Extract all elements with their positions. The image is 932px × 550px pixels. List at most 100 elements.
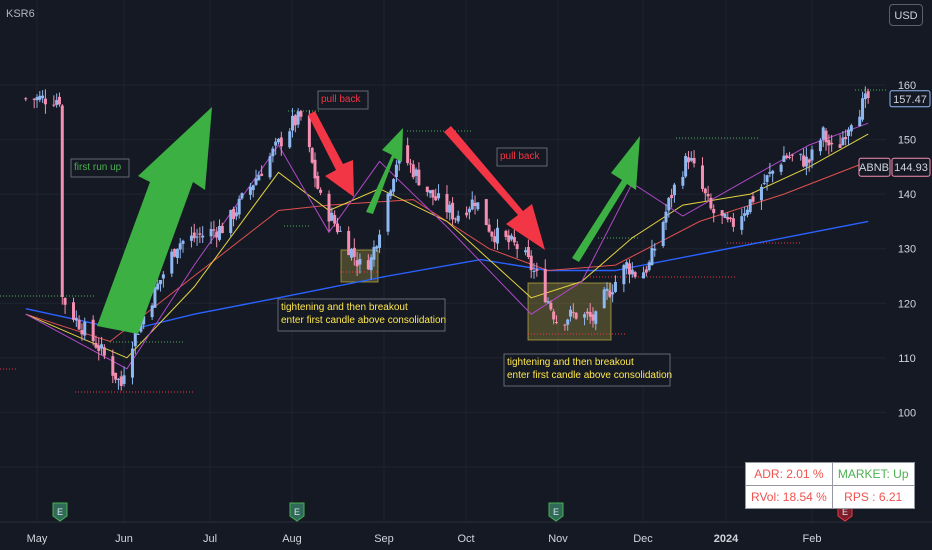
candle-body [220,225,224,234]
candle-body [237,198,241,215]
candle-body [512,236,516,243]
candle-body [473,202,477,206]
last-price-tag [889,90,931,108]
candle-body [142,316,146,325]
candle-body [563,324,567,326]
candle-body [765,175,769,182]
candle-body [493,236,497,243]
candle-body [299,111,303,117]
candle-body [327,193,331,222]
dotted-levels [0,89,886,393]
candle-body [552,311,556,320]
candle-body [411,164,415,178]
candle-body [830,142,834,145]
candle-body [771,170,775,174]
candle-body [515,244,519,250]
comparison-symbol: ABNB [859,162,889,174]
candle-body [57,96,61,105]
candle-body [591,314,595,321]
candles [24,86,870,391]
candle-body [161,274,165,279]
candle-body [529,255,533,271]
candle-body [709,197,713,209]
candle-body [212,229,216,231]
x-tick-label: Oct [457,533,474,545]
candle-body [507,235,511,243]
candle-body [378,234,382,248]
candle-body [605,288,609,291]
candle-body [156,283,160,290]
annotation-arrows [97,107,640,334]
candle-body [759,186,763,201]
candle-body [181,240,185,244]
candle-body [209,229,213,237]
candle-body [650,247,654,266]
candle-body [38,95,42,100]
candle-body [644,269,648,273]
candle-body [408,163,412,165]
candle-body [588,311,592,317]
candle-body [394,164,398,178]
comparison-value-tag [891,157,931,177]
candle-body [861,98,865,120]
candle-body [524,250,528,253]
x-tick-label: Jun [115,533,133,545]
candle-body [319,189,323,193]
candle-body [94,342,98,348]
candle-body [431,189,435,198]
y-tick-label: 160 [898,80,916,92]
candle-body [355,260,359,267]
earnings-marker-icon [289,502,305,522]
candle-body [653,248,657,251]
candle-body [288,131,292,148]
currency-button[interactable]: USD [889,4,923,26]
candle-body [72,302,76,320]
candle-body [215,231,219,238]
rvol-cell: RVol: 18.54 % [745,485,833,509]
candle-body [133,331,137,347]
candle-body [248,186,252,195]
candle-body [465,212,469,216]
candle-body [35,97,39,101]
candle-body [476,202,480,210]
earnings-marker-icon [52,502,68,522]
moving-average-line [25,122,869,370]
candle-body [437,193,441,199]
candle-body [434,196,438,201]
candle-body [745,209,749,215]
moving-averages [25,122,869,370]
candle-body [333,215,337,224]
candle-body [526,247,530,258]
candle-body [535,269,539,271]
annotation-box [70,158,130,178]
candle-body [622,265,626,285]
candle-body [712,208,716,214]
trend-arrow [572,136,640,262]
candle-body [310,147,314,163]
candle-body [268,156,272,178]
time-axis[interactable]: May Jun Jul Aug Sep Oct Nov Dec 2024 Feb [27,533,822,545]
y-tick-label: 100 [898,407,916,419]
candle-body [810,149,814,161]
adr-cell: ADR: 2.01 % [745,462,833,486]
y-tick-label: 130 [898,244,916,256]
candle-body [296,111,300,125]
candle-body [406,145,410,164]
trend-arrow [308,111,354,197]
candle-body [802,155,806,167]
candle-body [366,260,370,270]
candle-body [554,322,558,324]
annotation-text: tightening and then breakout [281,302,408,313]
candle-body [32,98,36,100]
candle-body [386,193,390,232]
candle-body [63,297,67,305]
candle-body [594,311,598,324]
candle-body [608,290,612,297]
candle-body [122,375,126,384]
candle-body [316,175,320,189]
market-cell: MARKET: Up [831,462,915,486]
annotation-text: first run up [74,162,122,173]
last-price-value: 157.47 [893,94,927,106]
